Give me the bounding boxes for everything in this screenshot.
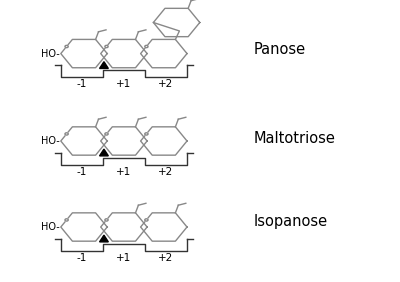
Circle shape <box>65 45 68 48</box>
Polygon shape <box>100 235 108 242</box>
Text: +2: +2 <box>158 80 174 89</box>
Circle shape <box>145 45 148 48</box>
Text: Maltotriose: Maltotriose <box>254 131 336 146</box>
Text: Isopanose: Isopanose <box>254 214 328 229</box>
Text: +1: +1 <box>116 253 132 263</box>
Circle shape <box>65 133 68 135</box>
Polygon shape <box>100 62 108 69</box>
Text: +2: +2 <box>158 253 174 263</box>
Text: -1: -1 <box>77 253 87 263</box>
Circle shape <box>105 219 108 221</box>
Text: HO-: HO- <box>41 136 60 146</box>
Text: HO-: HO- <box>41 49 60 59</box>
Circle shape <box>105 45 108 48</box>
Text: -1: -1 <box>77 80 87 89</box>
Circle shape <box>145 133 148 135</box>
Text: +1: +1 <box>116 80 132 89</box>
Circle shape <box>105 133 108 135</box>
Text: +1: +1 <box>116 167 132 177</box>
Text: -1: -1 <box>77 167 87 177</box>
Polygon shape <box>100 149 108 156</box>
Text: Panose: Panose <box>254 42 306 57</box>
Circle shape <box>65 219 68 221</box>
Text: +2: +2 <box>158 167 174 177</box>
Text: HO-: HO- <box>41 222 60 232</box>
Circle shape <box>145 219 148 221</box>
